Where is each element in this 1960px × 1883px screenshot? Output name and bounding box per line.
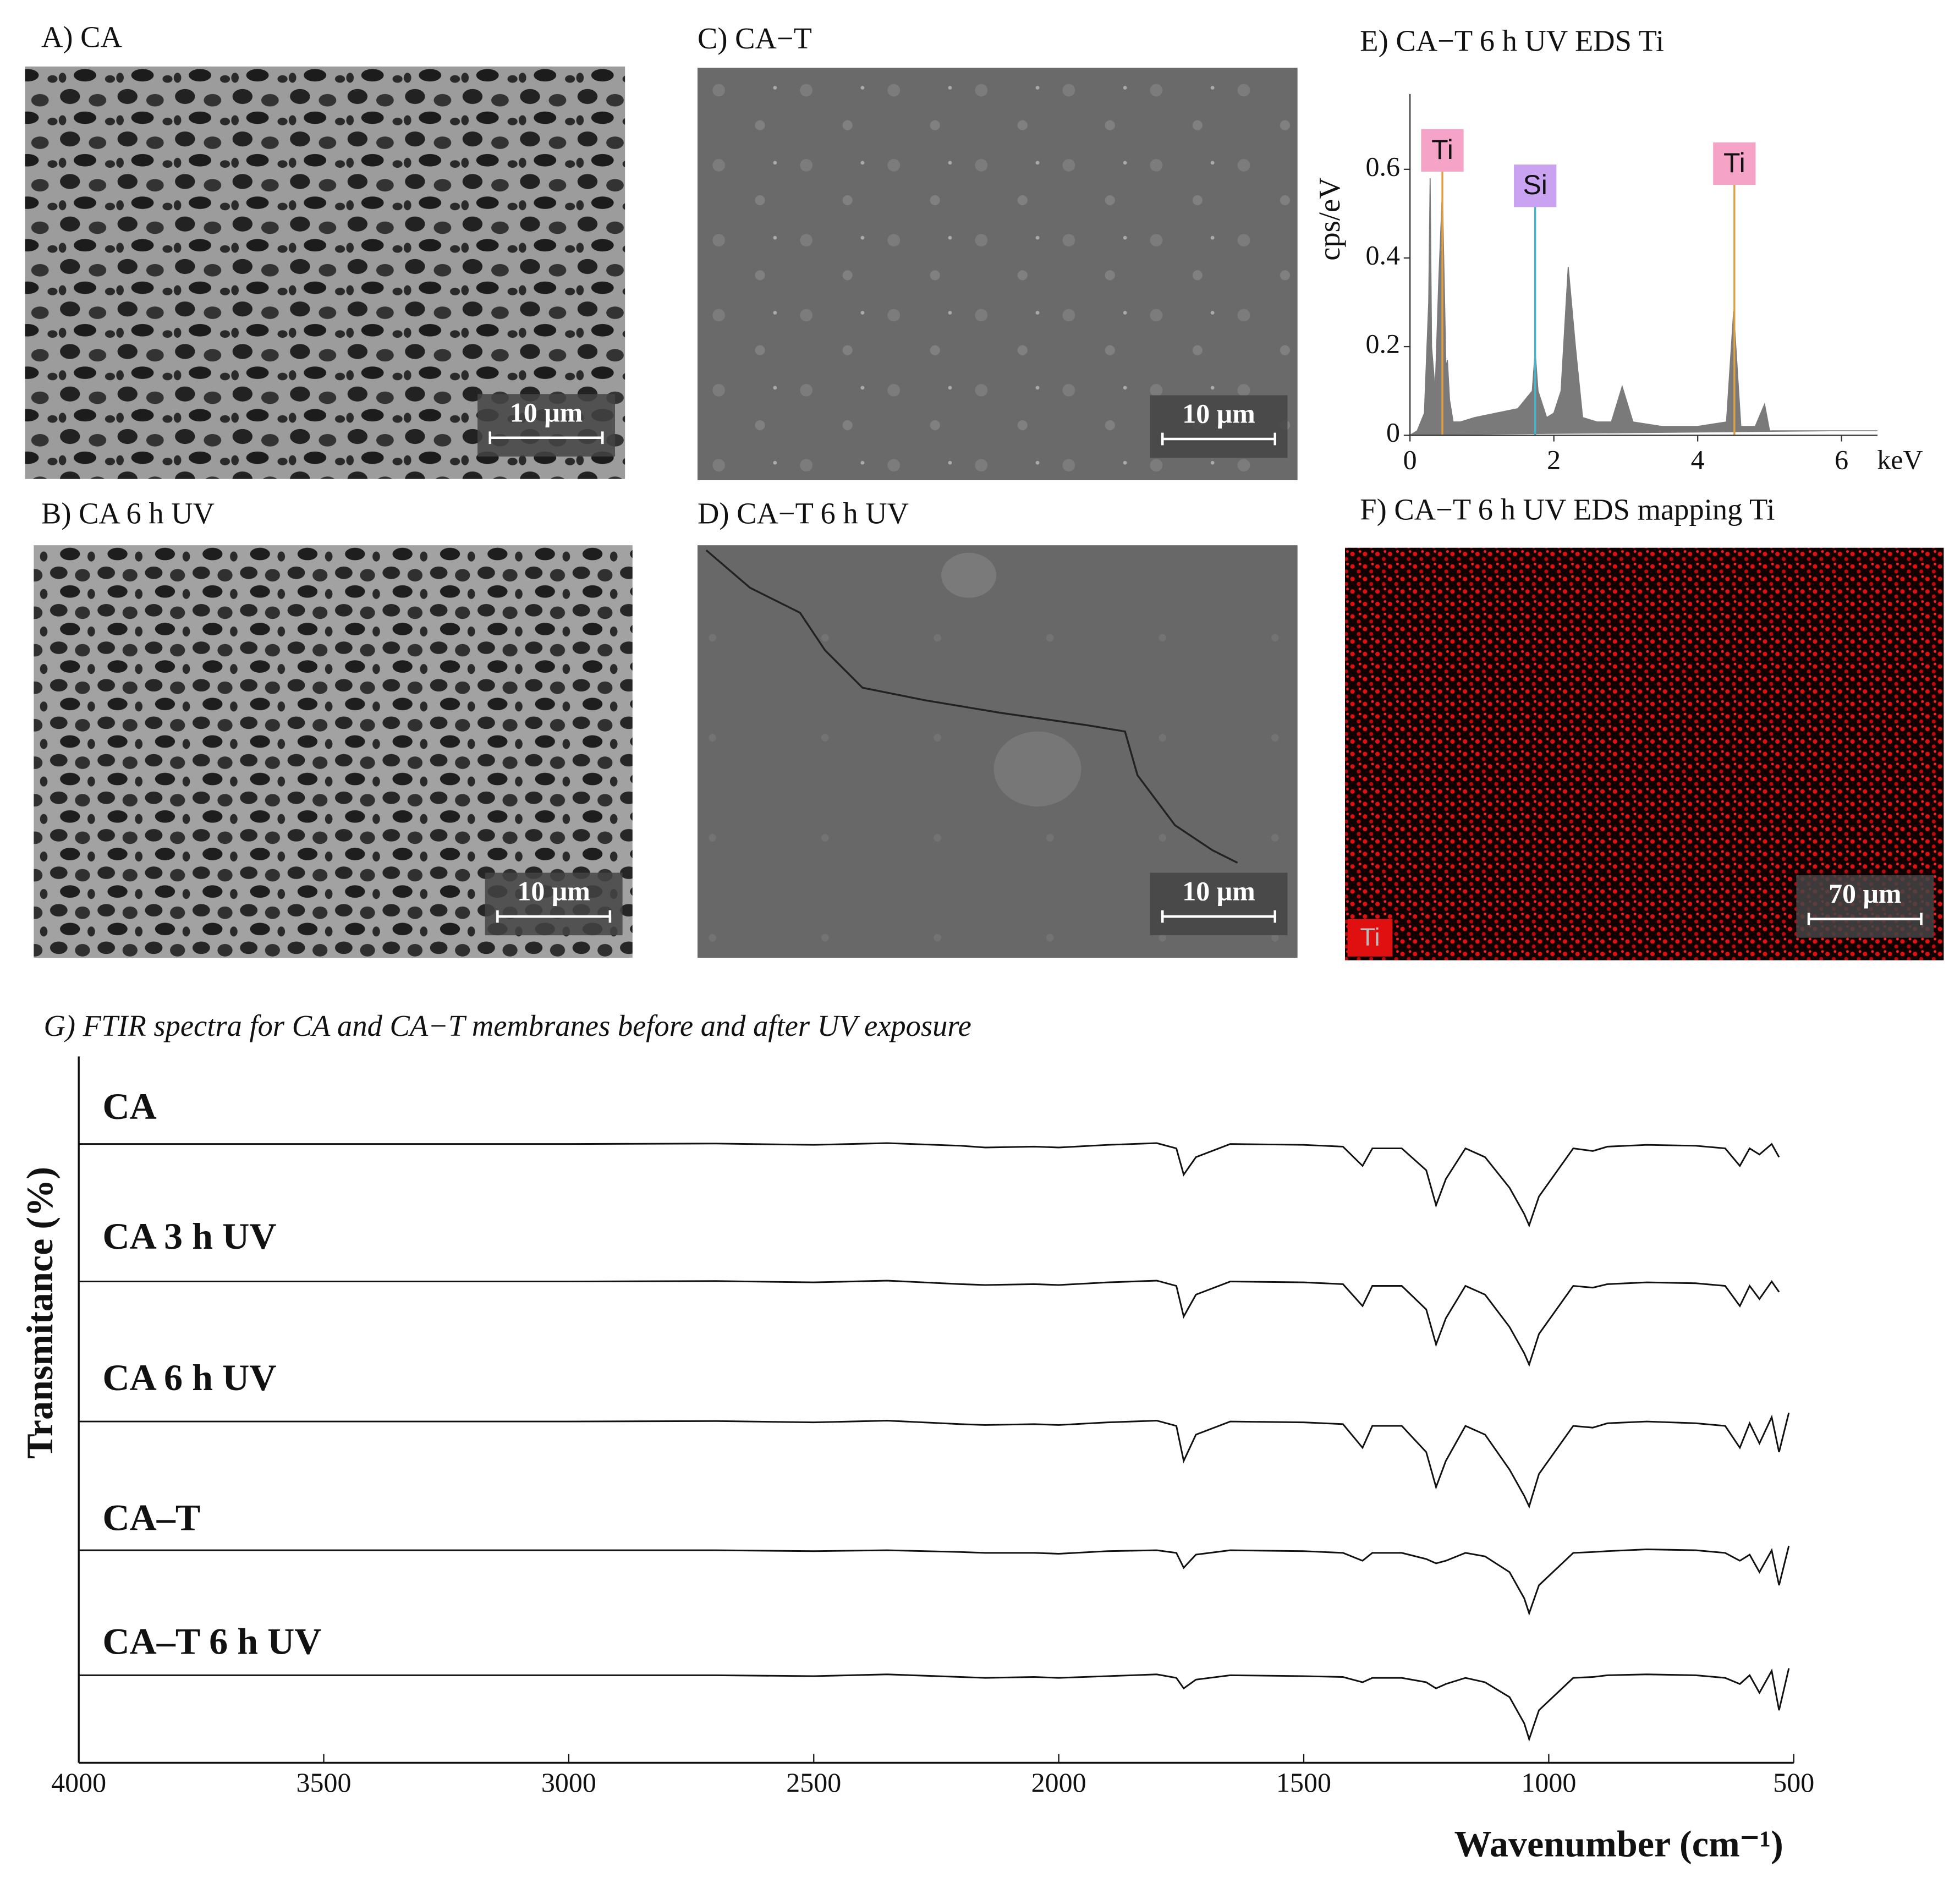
y-axis-label: Transmitance (%) [19,1167,61,1459]
x-axis-unit: keV [1877,444,1923,475]
spectrum [1409,178,1878,436]
crack [705,549,1238,864]
scale-bar [1807,913,1923,925]
y-axis-label: cps/eV [1313,177,1346,260]
particle [993,731,1081,807]
scale-bar-box [1796,875,1934,938]
x-tick-label: 3500 [297,1767,352,1798]
scale-bar-label: 70 μm [1829,878,1901,909]
scale-bar-box [1150,872,1288,936]
spectrum-line [79,1668,1790,1742]
spectrum-line [79,1280,1780,1367]
x-tick-label: 0 [1403,444,1417,475]
scale-bar-label: 10 μm [517,876,590,907]
peak-label-box [1713,142,1756,185]
scale-bar [488,431,604,444]
x-tick-label: 2000 [1031,1767,1086,1798]
series-label: CA–T 6 h UV [102,1620,321,1662]
x-tick-label: 1500 [1276,1767,1331,1798]
scale-bar [1161,432,1277,446]
spectrum-line [79,1412,1790,1509]
series-label: CA–T [102,1496,200,1538]
panel-label: F) CA−T 6 h UV EDS mapping Ti [1360,493,1775,526]
scale-bar-label: 10 μm [510,397,583,427]
series-label: CA [102,1085,156,1127]
x-tick-label: 2 [1547,444,1561,475]
scale-bar [496,910,612,923]
x-tick-label: 3000 [541,1767,596,1798]
scale-bar-box [485,872,623,936]
peak-label: Ti [1431,134,1453,165]
y-tick-label: 0 [1386,417,1400,448]
panel-label: B) CA 6 h UV [41,496,215,530]
panel-label: C) CA−T [698,21,812,55]
spectrum-line [79,1142,1780,1228]
x-tick-label: 2500 [786,1767,841,1798]
chart-title: E) CA−T 6 h UV EDS Ti [1360,24,1664,57]
x-tick-label: 1000 [1521,1767,1576,1798]
scale-bar [1161,910,1277,923]
scale-bar-box [477,394,615,457]
spectrum-line [79,1545,1790,1616]
scale-bar-label: 10 μm [1182,876,1255,907]
peak-label-box [1514,164,1557,207]
decoration [705,549,1238,864]
peak-label: Si [1523,169,1547,200]
y-tick-label: 0.4 [1366,239,1400,270]
y-tick-label: 0.2 [1366,328,1400,359]
map-label-box [1347,919,1393,957]
series-label: CA 6 h UV [102,1357,276,1398]
map-label: Ti [1360,923,1380,951]
peak-label-box [1421,129,1464,172]
x-tick-label: 4 [1691,444,1705,475]
x-tick-label: 500 [1773,1767,1814,1798]
panel-label: D) CA−T 6 h UV [698,496,909,530]
peak-label: Ti [1723,147,1745,178]
x-tick-label: 4000 [51,1767,106,1798]
x-tick-label: 6 [1835,444,1848,475]
y-tick-label: 0.6 [1366,151,1400,182]
scale-bar-label: 10 μm [1182,398,1255,429]
chart-title: G) FTIR spectra for CA and CA−T membrane… [44,1009,971,1042]
particle [941,552,997,598]
panel-label: A) CA [41,20,122,54]
series-label: CA 3 h UV [102,1215,276,1257]
x-axis-label: Wavenumber (cm⁻¹) [1454,1823,1783,1865]
scale-bar-box [1150,395,1288,458]
